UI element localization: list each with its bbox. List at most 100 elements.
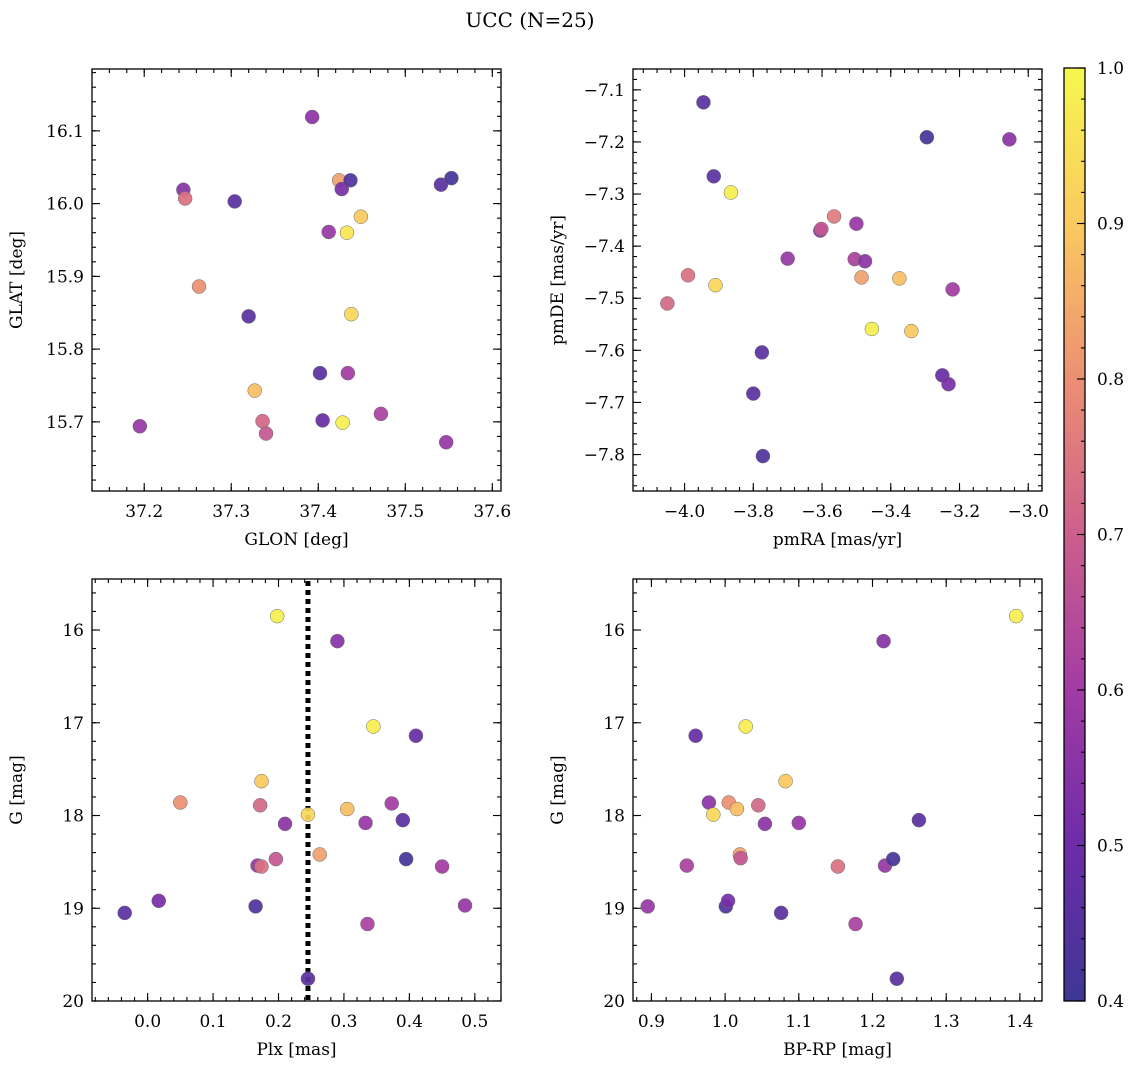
y-tick-label: −7.7 (584, 393, 625, 413)
data-point (919, 129, 935, 145)
x-tick-label: 37.3 (212, 502, 250, 522)
y-axis-label: GLAT [deg] (7, 231, 27, 329)
data-point (339, 801, 355, 817)
data-point (268, 851, 284, 867)
data-point (277, 816, 293, 832)
colorbar-tick-label: 0.7 (1097, 526, 1124, 546)
colorbar: 0.4 0.5 0.6 0.7 0.8 0.9 1.0 (1063, 59, 1124, 1012)
data-point (679, 858, 695, 873)
data-point (247, 383, 262, 398)
data-point (434, 859, 450, 874)
figure-title: UCC (N=25) (465, 8, 594, 32)
colorbar-tick-label: 0.6 (1097, 681, 1124, 701)
data-point (258, 426, 274, 441)
x-tick-label: 1.0 (712, 1012, 739, 1032)
data-point (241, 309, 256, 324)
data-point (315, 413, 330, 428)
x-tick-label: 0.0 (134, 1012, 161, 1032)
data-point (373, 406, 389, 422)
x-tick-label: −4.0 (664, 502, 705, 522)
panels: 37.2 37.3 37.4 37.5 37.6 15.7 15.8 15.9 16.0 16.1… (7, 68, 1049, 1060)
data-point (433, 177, 449, 192)
data-point (252, 798, 268, 813)
data-point (269, 608, 285, 624)
x-tick-label: 0.5 (461, 1012, 488, 1032)
data-point (339, 225, 355, 240)
x-tick-label: 0.2 (265, 1012, 292, 1032)
data-point (876, 633, 891, 649)
data-point (312, 365, 328, 381)
data-point (773, 905, 789, 921)
data-point (945, 282, 960, 297)
data-point (757, 816, 773, 832)
data-point (191, 279, 207, 294)
data-point (343, 173, 358, 188)
data-point (826, 209, 842, 224)
x-tick-label: 37.6 (473, 502, 511, 522)
x-tick-label: 37.5 (386, 502, 424, 522)
data-point (1008, 608, 1024, 624)
data-point (300, 971, 316, 986)
x-tick-label: 1.3 (933, 1012, 960, 1032)
colorbar-tick-label: 0.4 (1097, 992, 1124, 1012)
data-point (696, 95, 711, 110)
y-axis-label: G [mag] (7, 755, 27, 824)
x-tick-label: 0.4 (396, 1012, 423, 1032)
x-tick-label: 0.9 (638, 1012, 665, 1032)
data-point (248, 899, 263, 914)
data-point (791, 815, 807, 831)
x-tick-label: 37.4 (299, 502, 337, 522)
x-tick-label: 0.1 (200, 1012, 227, 1032)
x-axis-label: GLON [deg] (244, 530, 348, 550)
y-tick-label: 19 (603, 899, 625, 919)
data-point (395, 812, 411, 828)
x-tick-label: −3.6 (801, 502, 842, 522)
data-point (848, 916, 863, 932)
data-point (854, 270, 869, 285)
data-point (330, 633, 345, 649)
x-tick-label: −3.2 (939, 502, 980, 522)
glon-glat-panel: 37.2 37.3 37.4 37.5 37.6 15.7 15.8 15.9 16.0 16.1… (7, 68, 511, 550)
data-point (729, 801, 745, 817)
y-tick-label: 20 (603, 992, 625, 1012)
colorbar-frame (1063, 67, 1086, 1002)
data-point (911, 812, 927, 828)
y-tick-label: 16.1 (46, 122, 84, 142)
data-point (340, 365, 356, 381)
data-point (738, 719, 754, 734)
data-point (733, 850, 748, 866)
data-point (358, 815, 373, 831)
y-tick-label: 17 (603, 714, 625, 734)
data-point (889, 971, 905, 986)
y-axis-label: G [mag] (548, 755, 568, 824)
colorbar-gradient (1064, 68, 1085, 1001)
y-tick-label: 15.7 (46, 413, 84, 433)
data-point (321, 224, 336, 240)
data-point (814, 221, 829, 237)
data-point (778, 773, 793, 789)
plot-frame (91, 578, 502, 1002)
colorbar-tick-label: 1.0 (1097, 59, 1124, 79)
data-point (132, 418, 148, 434)
data-point (706, 169, 722, 184)
data-point (254, 773, 269, 789)
x-tick-label: 1.2 (859, 1012, 886, 1032)
y-tick-label: −7.3 (584, 185, 625, 205)
data-point (177, 191, 193, 206)
data-point (335, 415, 350, 430)
y-tick-label: −7.2 (584, 133, 625, 153)
data-point (398, 851, 414, 867)
data-point (780, 251, 795, 266)
x-tick-label: 1.4 (1006, 1012, 1033, 1032)
data-point (941, 376, 956, 392)
plx-g-panel: 0.0 0.1 0.2 0.3 0.4 0.5 16 17 18 19 20 Plx [mas] G [… (7, 578, 502, 1060)
y-tick-label: −7.4 (584, 237, 625, 257)
data-point (708, 277, 723, 293)
data-point (117, 905, 132, 921)
data-point (751, 798, 766, 813)
plot-frame (632, 68, 1043, 492)
x-axis-label: BP-RP [mag] (783, 1040, 892, 1060)
data-point (904, 323, 919, 339)
data-point (755, 448, 771, 464)
data-point (353, 209, 369, 224)
